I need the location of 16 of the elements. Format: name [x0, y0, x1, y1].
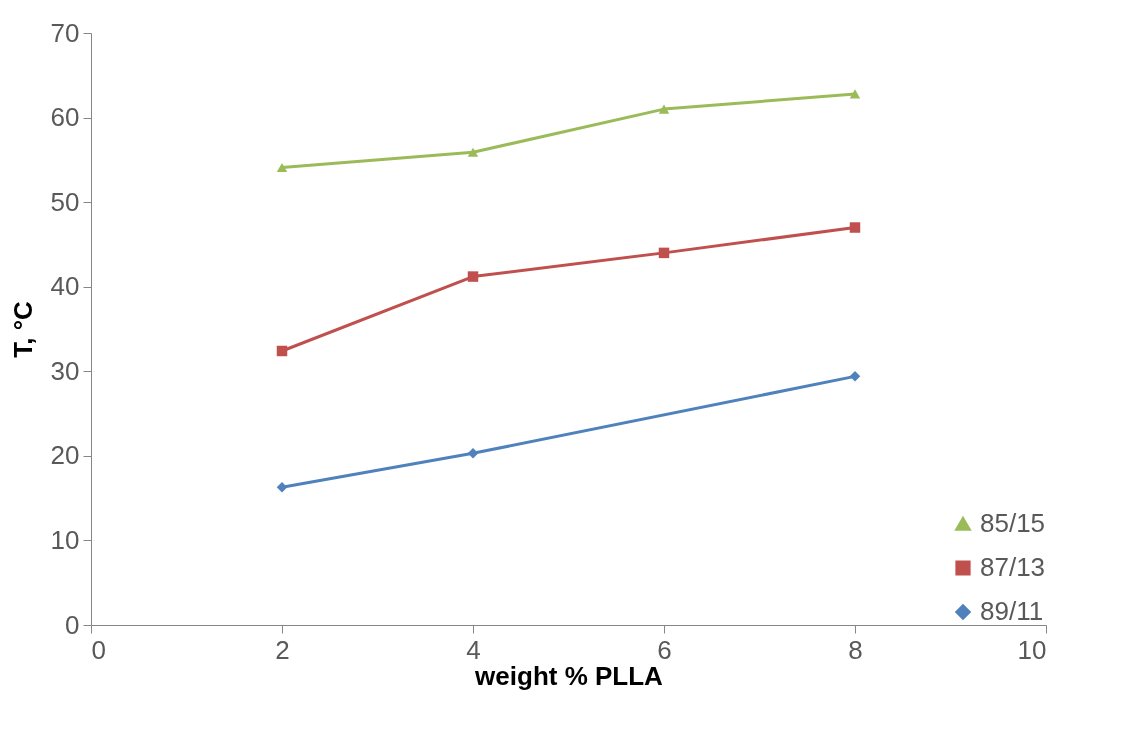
y-tick-label: 30: [50, 355, 80, 386]
x-tick-label: 2: [275, 634, 290, 665]
y-tick-label: 70: [50, 17, 80, 48]
legend-label: 89/11: [980, 596, 1044, 626]
y-tick-label: 20: [50, 440, 80, 471]
x-tick-label: 0: [91, 634, 106, 665]
x-tick-label: 8: [848, 634, 863, 665]
y-tick-label: 60: [50, 102, 80, 133]
y-tick-label: 40: [50, 271, 80, 302]
y-tick-label: 10: [50, 524, 80, 555]
legend-label: 85/15: [980, 508, 1046, 538]
x-tick-label: 10: [1017, 634, 1047, 665]
y-tick-label: 0: [65, 609, 80, 640]
y-axis-title: T, °C: [7, 300, 38, 358]
y-tick-label: 50: [50, 186, 80, 217]
legend-label: 87/13: [980, 552, 1046, 582]
